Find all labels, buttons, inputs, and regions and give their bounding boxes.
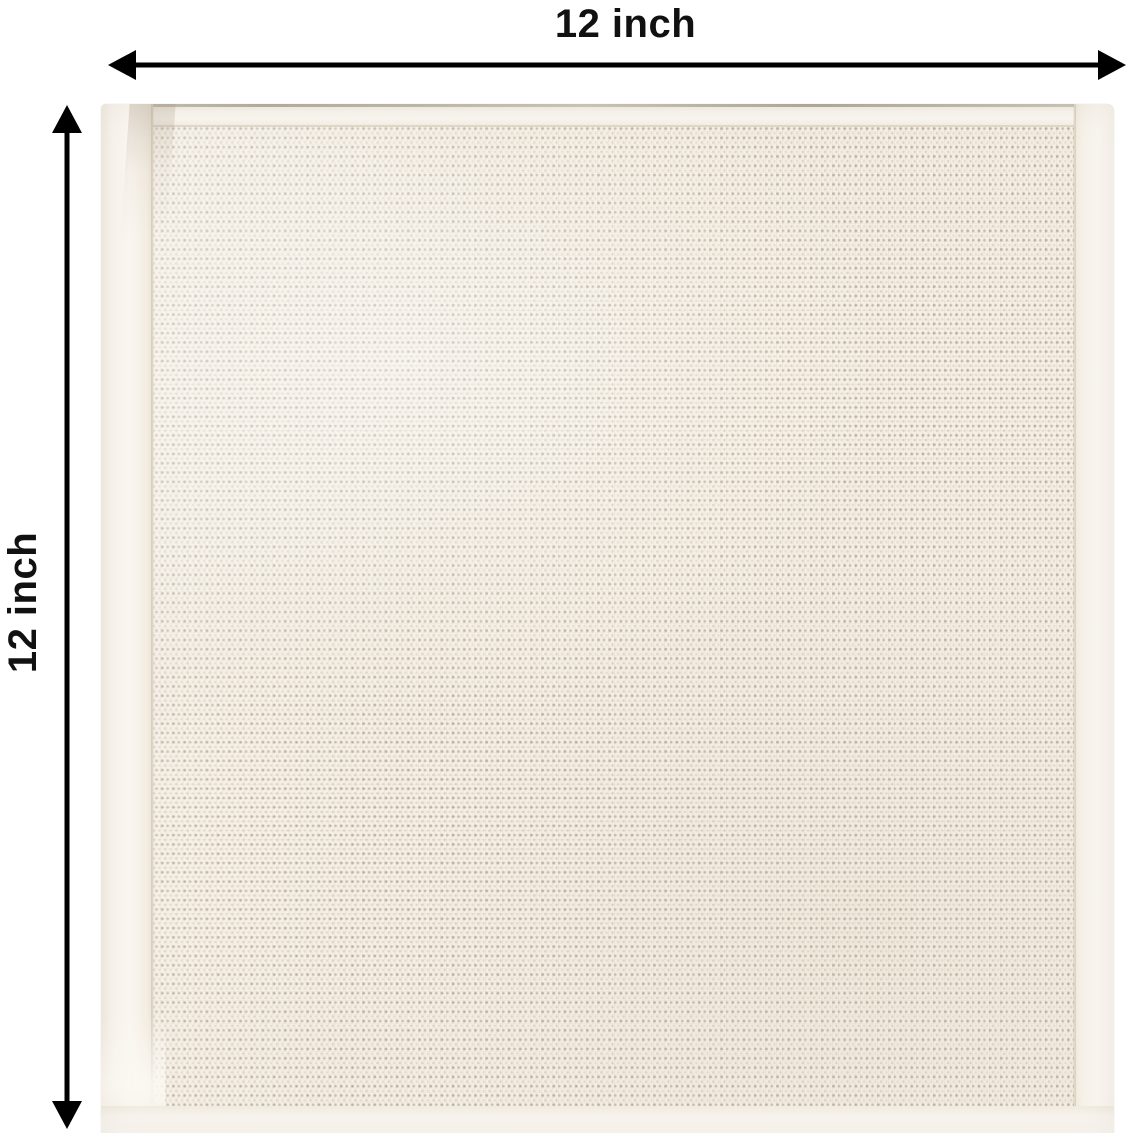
towel-hem-left — [101, 104, 153, 1133]
height-arrow-head-bottom — [52, 1101, 82, 1129]
height-dimension-label-text: 12 inch — [1, 531, 45, 674]
towel-hem-top — [101, 104, 1114, 127]
height-dimension-label: 12 inch — [0, 0, 46, 1133]
towel-product-image — [101, 104, 1114, 1133]
width-arrow — [108, 50, 1126, 80]
towel-hem-right-stitch — [1073, 104, 1076, 1133]
width-dimension-label: 12 inch — [554, 2, 697, 46]
towel-hem-bottom — [101, 1106, 1114, 1133]
towel-hem-left-stitch — [151, 104, 154, 1133]
towel-hem-right — [1074, 104, 1114, 1133]
width-arrow-head-left — [108, 50, 136, 80]
height-arrow — [52, 105, 82, 1129]
towel-hem-top-stitch — [101, 125, 1114, 127]
waffle-weave-texture — [149, 126, 1078, 1107]
towel-top-edge-line — [101, 104, 1114, 107]
height-arrow-head-top — [52, 105, 82, 133]
width-arrow-head-right — [1098, 50, 1126, 80]
